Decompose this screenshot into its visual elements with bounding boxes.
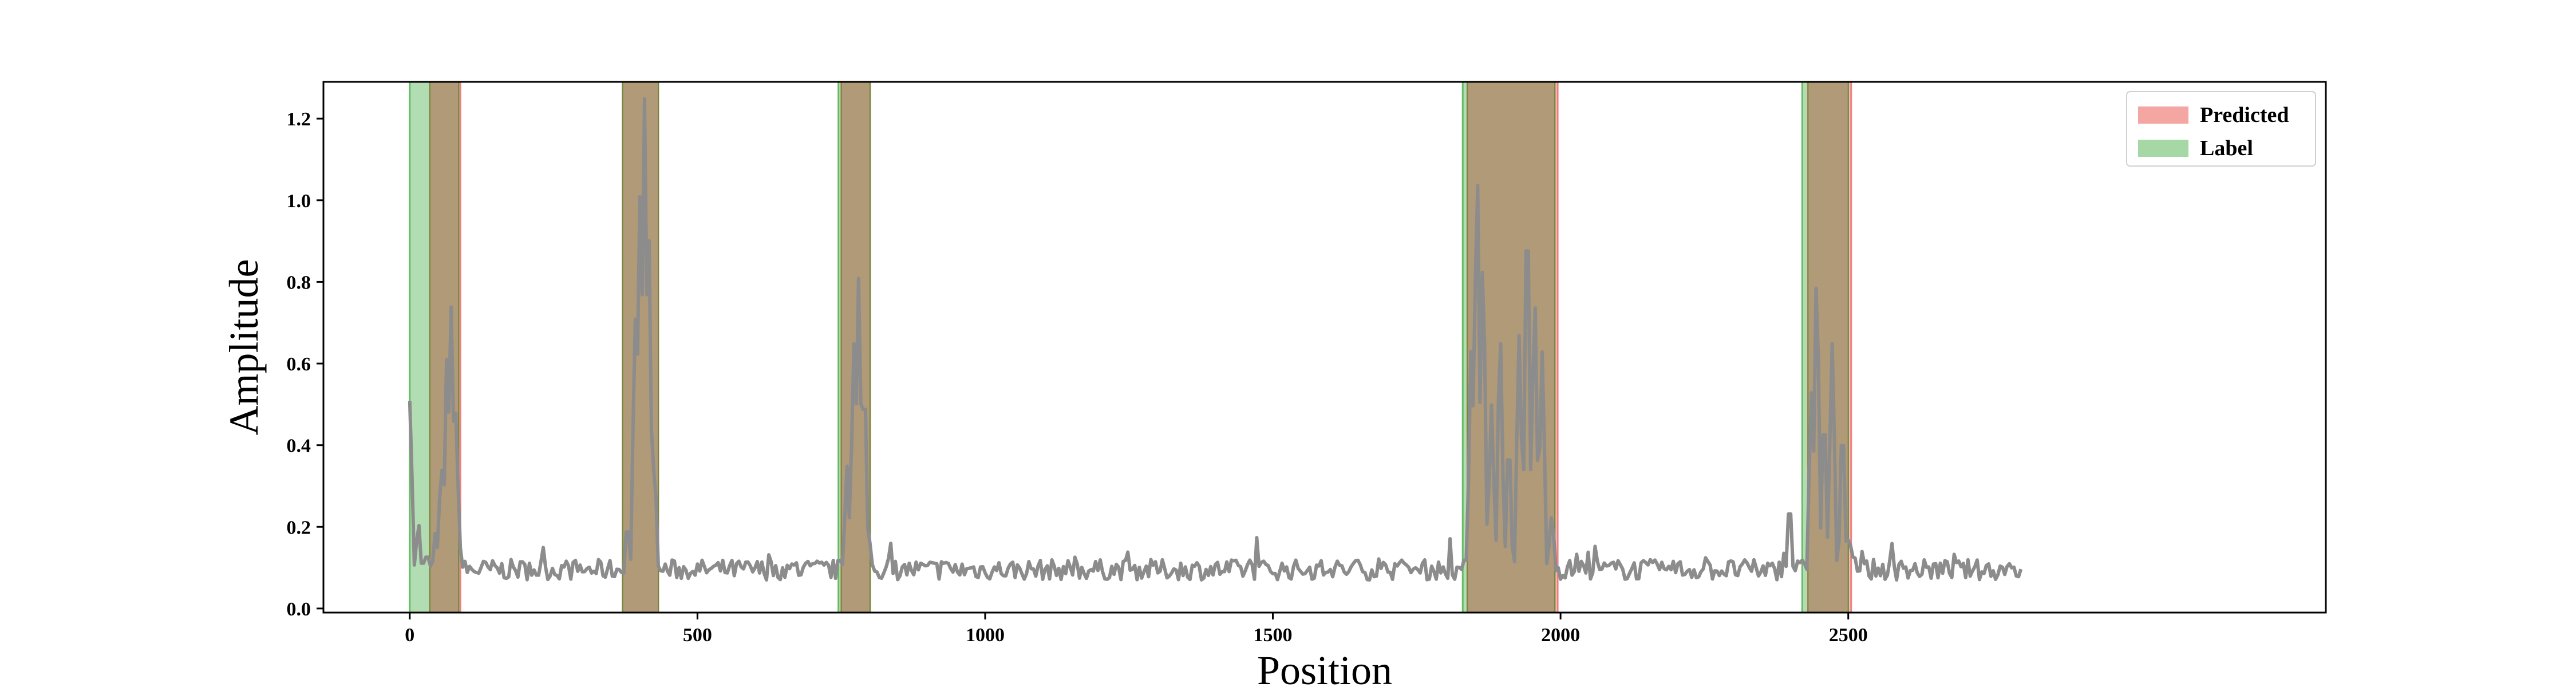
- x-tick-label: 2500: [1829, 625, 1868, 646]
- y-tick-label: 0.0: [287, 599, 311, 620]
- y-tick-label: 0.4: [287, 436, 311, 457]
- y-tick-label: 0.6: [287, 354, 311, 375]
- signal-line: [408, 97, 2023, 582]
- x-tick-label: 500: [683, 625, 712, 646]
- y-tick-label: 1.0: [287, 191, 311, 212]
- y-tick-label: 1.2: [287, 109, 311, 130]
- signal-layer: [408, 97, 2023, 582]
- y-axis-label: Amplitude: [221, 259, 267, 436]
- legend-swatch: [2138, 140, 2188, 157]
- y-tick-label: 0.8: [287, 272, 311, 293]
- x-axis: 0 500 1000 1500 2000 2500: [405, 613, 1868, 646]
- x-tick-label: 1000: [966, 625, 1005, 646]
- x-tick-label: 2000: [1541, 625, 1580, 646]
- legend-swatch: [2138, 106, 2188, 124]
- x-axis-label: Position: [1257, 647, 1392, 687]
- legend-label: Predicted: [2200, 103, 2289, 127]
- legend-label: Label: [2200, 136, 2253, 160]
- y-tick-label: 0.2: [287, 517, 311, 538]
- x-tick-label: 1500: [1254, 625, 1293, 646]
- x-tick-label: 0: [405, 625, 414, 646]
- overlap-region: [622, 81, 659, 613]
- plot-frame: [322, 81, 2327, 614]
- legend: Predicted Label: [2126, 91, 2316, 167]
- y-axis: 0.0 0.2 0.4 0.6 0.8 1.0 1.2: [287, 109, 323, 620]
